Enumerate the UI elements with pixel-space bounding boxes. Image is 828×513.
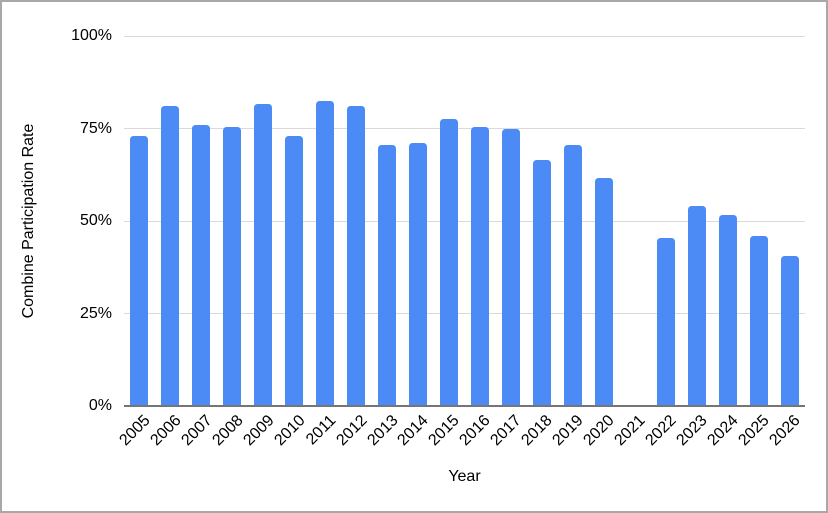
bar-2005 bbox=[130, 135, 149, 406]
bar-2023 bbox=[687, 206, 706, 406]
x-tick-label-text: 2026 bbox=[766, 412, 804, 450]
gridline-25 bbox=[124, 313, 805, 314]
bar-2015 bbox=[440, 119, 459, 406]
bar-2020 bbox=[594, 178, 613, 406]
y-tick-label-0: 0% bbox=[88, 397, 112, 414]
y-tick-label-25: 25% bbox=[79, 304, 112, 322]
bar-2025 bbox=[749, 235, 768, 406]
gridline-50 bbox=[124, 220, 805, 222]
bar-2026 bbox=[780, 256, 799, 406]
plot-area bbox=[124, 35, 805, 407]
y-tick-label-50: 50% bbox=[79, 212, 112, 229]
y-tick-label-100: 100% bbox=[71, 27, 112, 44]
bar-2018 bbox=[532, 159, 551, 406]
bar-2006 bbox=[161, 106, 180, 406]
y-tick-label-75: 75% bbox=[79, 119, 112, 137]
bar-2017 bbox=[501, 128, 520, 406]
bar-2009 bbox=[254, 104, 273, 406]
bar-2008 bbox=[223, 126, 242, 406]
bar-2011 bbox=[316, 100, 335, 406]
bar-2014 bbox=[409, 143, 428, 406]
bar-2019 bbox=[563, 145, 582, 406]
x-tick-label-2026: 2026 bbox=[732, 412, 803, 449]
bar-2013 bbox=[378, 145, 397, 406]
gridline-75 bbox=[124, 128, 805, 129]
bar-2016 bbox=[470, 126, 489, 406]
bar-2007 bbox=[192, 124, 211, 406]
x-axis-line bbox=[124, 405, 805, 407]
bar-2022 bbox=[656, 237, 675, 406]
bar-2012 bbox=[347, 106, 366, 406]
x-axis-title: Year bbox=[448, 468, 481, 485]
bar-2024 bbox=[718, 215, 737, 406]
gridline-100 bbox=[124, 35, 805, 37]
bar-2010 bbox=[285, 135, 304, 406]
